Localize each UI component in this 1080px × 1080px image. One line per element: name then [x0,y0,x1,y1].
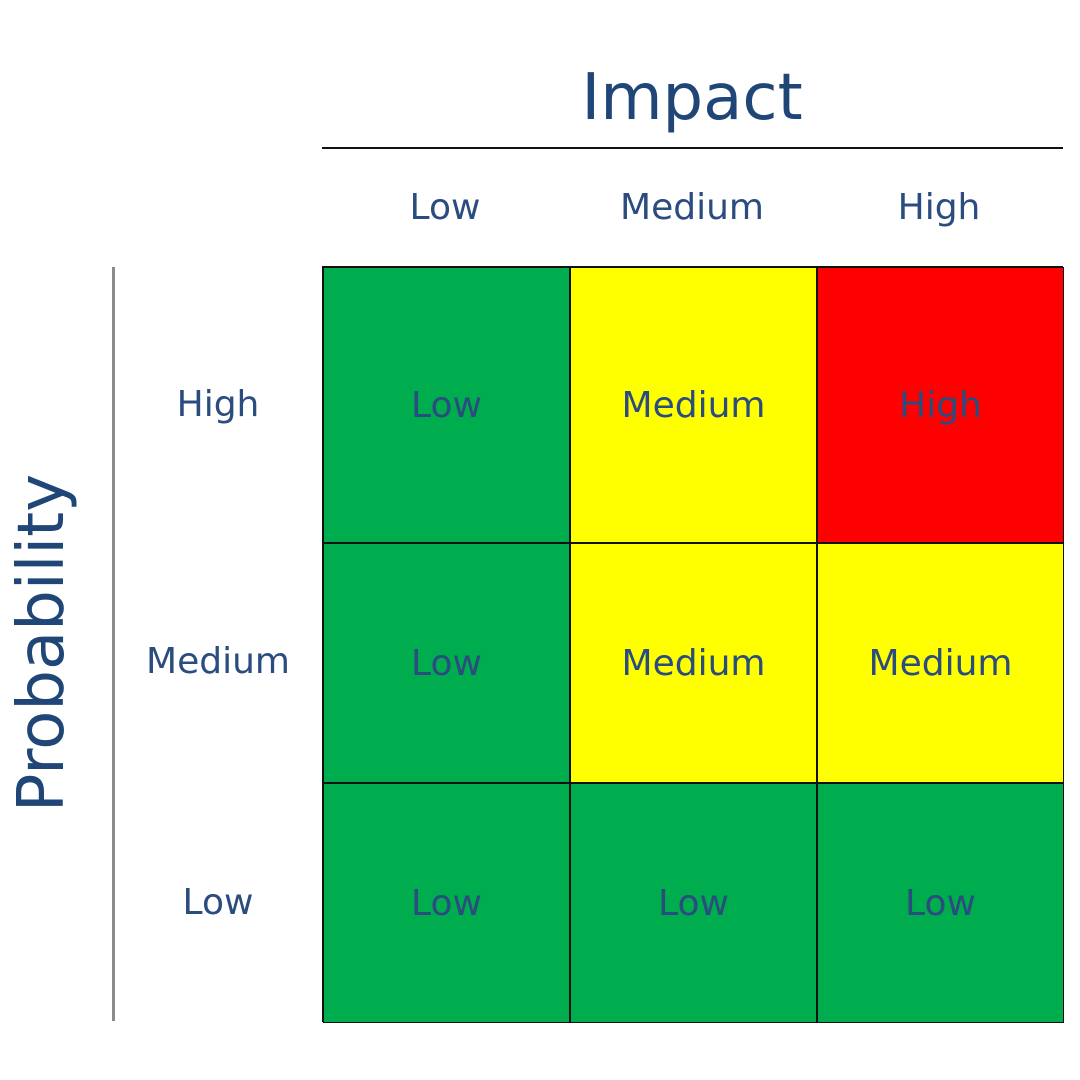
probability-axis-title: Probability [5,473,79,813]
risk-cell-low-prob-medium-impact: Low [570,783,817,1023]
impact-axis-title: Impact [581,61,803,135]
probability-level-medium: Medium [146,641,290,682]
risk-cell-medium-prob-low-impact: Low [323,543,570,783]
probability-level-low: Low [182,882,254,923]
probability-axis-rule [112,267,115,1021]
impact-level-medium: Medium [620,187,764,228]
risk-cell-medium-prob-medium-impact: Medium [570,543,817,783]
impact-level-low: Low [409,187,481,228]
risk-cell-high-prob-low-impact: Low [323,267,570,543]
risk-cell-low-prob-low-impact: Low [323,783,570,1023]
impact-level-high: High [897,187,981,228]
risk-cell-medium-prob-high-impact: Medium [817,543,1064,783]
risk-cell-high-prob-medium-impact: Medium [570,267,817,543]
impact-axis-rule [322,147,1063,149]
risk-cell-high-prob-high-impact: High [817,267,1064,543]
risk-matrix: Low Medium High Low Medium Medium Low Lo… [322,266,1064,1023]
probability-level-high: High [176,384,260,425]
risk-cell-low-prob-high-impact: Low [817,783,1064,1023]
